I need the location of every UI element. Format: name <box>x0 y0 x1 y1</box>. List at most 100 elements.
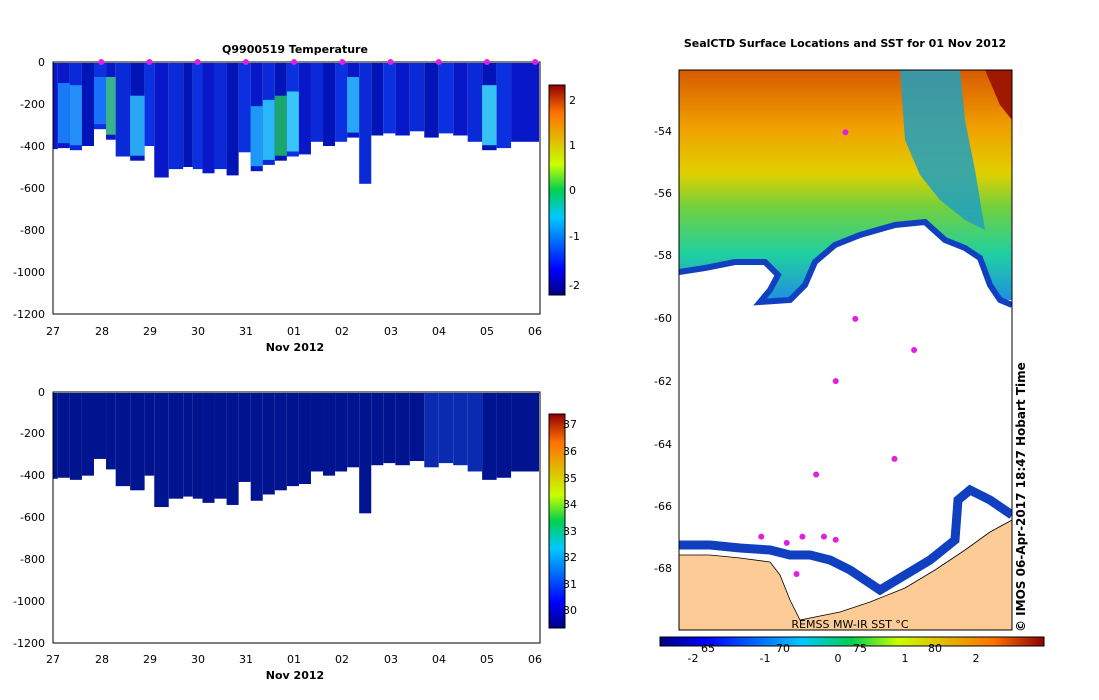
profile-column-anomaly <box>262 99 275 160</box>
profile-column <box>93 393 107 459</box>
colorbar-gradient <box>548 84 566 296</box>
profile-column <box>467 63 483 142</box>
temperature-x-axis: 27 28 29 30 31 01 02 03 04 05 06 Nov 201… <box>46 325 542 354</box>
colorbar-tick-label: -2 <box>569 279 580 292</box>
y-tick-label: -600 <box>20 182 45 195</box>
profile-column <box>144 63 155 146</box>
salinity-plot-frame <box>52 391 541 644</box>
profile-column <box>424 393 439 468</box>
y-tick-label: -600 <box>20 511 45 524</box>
profile-column <box>335 63 348 142</box>
profile-column <box>323 63 336 146</box>
profile-column <box>115 393 131 487</box>
x-tick-label: 01 <box>287 325 301 338</box>
colorbar-tick-label: -1 <box>760 652 771 665</box>
profile-column <box>202 393 215 503</box>
profile-column <box>298 63 311 155</box>
profile-column <box>511 63 539 142</box>
profile-column-anomaly <box>69 85 82 146</box>
x-tick-label: 29 <box>143 653 157 666</box>
profile-column-anomaly <box>274 95 287 156</box>
profile-markers <box>98 59 539 65</box>
salinity-colorbar: 37 36 35 34 33 32 31 30 <box>548 413 577 629</box>
colorbar-gradient <box>659 636 1045 647</box>
x-tick-label: 02 <box>335 653 349 666</box>
profile-column <box>168 63 184 170</box>
profile-column <box>183 63 193 167</box>
temperature-panel: Q9900519 Temperature 0 -200 -400 -600 -8… <box>13 43 580 354</box>
seal-location-point <box>820 533 827 540</box>
y-tick-label: -1000 <box>13 595 45 608</box>
profile-column-anomaly <box>93 77 107 125</box>
profile-column <box>323 393 336 476</box>
salinity-panel: 0 -200 -400 -600 -800 -1000 -1200 27 28 … <box>13 386 577 682</box>
colorbar-tick-label: 33 <box>563 525 577 538</box>
profile-column <box>238 393 251 482</box>
lat-tick-label: -58 <box>654 249 672 262</box>
profile-marker <box>291 59 298 65</box>
colorbar-tick-label: 31 <box>563 578 577 591</box>
profile-column <box>395 393 410 466</box>
map-lat-axis: -54 -56 -58 -60 -62 -64 -66 -68 <box>654 125 672 575</box>
colorbar-tick-label: 34 <box>563 498 577 511</box>
temperature-title: Q9900519 Temperature <box>222 43 368 56</box>
profile-marker <box>98 59 105 65</box>
lat-tick-label: -60 <box>654 312 672 325</box>
seal-location-point <box>783 539 790 546</box>
profile-column <box>106 393 116 470</box>
profile-column-anomaly <box>57 83 70 144</box>
colorbar-tick-label: -1 <box>569 230 580 243</box>
map-colorbar-label: REMSS MW-IR SST °C <box>791 618 909 631</box>
salinity-heatmap <box>53 393 539 514</box>
profile-column <box>130 393 145 491</box>
salinity-y-axis: 0 -200 -400 -600 -800 -1000 -1200 <box>13 386 45 650</box>
profile-marker <box>339 59 346 65</box>
seal-location-point <box>842 129 849 136</box>
seal-locations <box>758 129 918 577</box>
profile-column <box>192 393 203 499</box>
lat-tick-label: -64 <box>654 438 672 451</box>
colorbar-tick-label: 2 <box>973 652 980 665</box>
seal-location-point <box>891 455 898 462</box>
y-tick-label: -800 <box>20 224 45 237</box>
profile-column <box>250 393 263 501</box>
map-title: SealCTD Surface Locations and SST for 01… <box>684 37 1006 50</box>
colorbar-tick-label: 36 <box>563 445 577 458</box>
profile-column <box>214 63 227 170</box>
profile-column <box>409 393 425 462</box>
lat-tick-label: -68 <box>654 562 672 575</box>
profile-column <box>154 393 169 508</box>
x-tick-label: 31 <box>239 653 253 666</box>
map-area <box>679 70 1012 630</box>
profile-column <box>371 393 384 466</box>
profile-column <box>453 393 468 466</box>
seal-location-point <box>758 533 765 540</box>
colorbar-tick-label: 1 <box>902 652 909 665</box>
lat-tick-label: -62 <box>654 375 672 388</box>
profile-column <box>424 63 439 138</box>
profile-column <box>371 63 384 136</box>
profile-column <box>511 393 539 472</box>
profile-column <box>482 393 497 480</box>
x-tick-label: 27 <box>46 325 60 338</box>
profile-column <box>69 393 82 480</box>
colorbar-tick-label: 35 <box>563 472 577 485</box>
x-tick-label: 03 <box>384 653 398 666</box>
profile-column <box>81 63 94 146</box>
y-tick-label: -1200 <box>13 308 45 321</box>
antarctic-land <box>679 519 1012 630</box>
profile-marker <box>242 59 249 65</box>
colorbar-tick-label: 0 <box>569 184 576 197</box>
seal-location-point <box>852 315 859 322</box>
y-tick-label: -1200 <box>13 637 45 650</box>
profile-column <box>409 63 425 132</box>
profile-column <box>310 393 324 472</box>
colorbar-tick-label: 37 <box>563 418 577 431</box>
profile-column <box>467 393 483 472</box>
lon-tick-label: 75 <box>853 642 867 655</box>
profile-marker <box>146 59 153 65</box>
colorbar-tick-label: 32 <box>563 551 577 564</box>
y-tick-label: -200 <box>20 427 45 440</box>
colorbar-tick-label: 1 <box>569 139 576 152</box>
profile-column-anomaly <box>130 95 145 156</box>
